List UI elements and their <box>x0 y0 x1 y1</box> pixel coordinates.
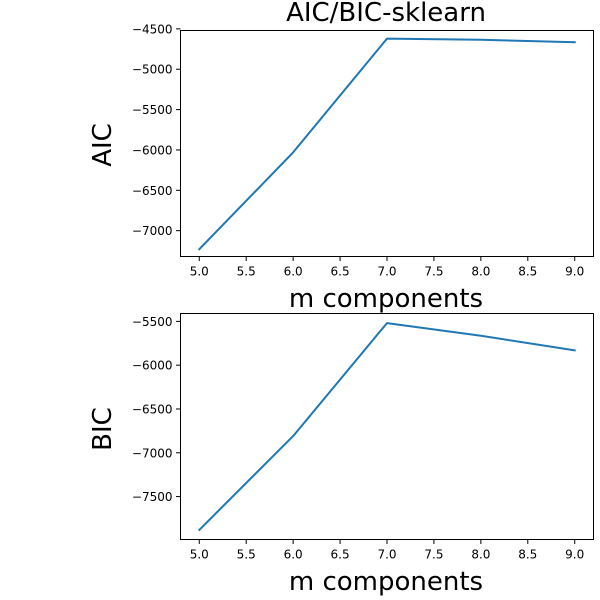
bic-x-ticks: 5.0 5.5 6.0 6.5 7.0 7.5 8.0 8.5 9.0 <box>190 539 584 562</box>
aic-x-axis-label: m components <box>289 284 483 314</box>
aic-x-tick-label: 7.5 <box>424 265 443 279</box>
aic-axes-frame <box>180 30 594 257</box>
bic-y-tick-label: −7500 <box>132 490 173 504</box>
aic-x-tick-label: 7.0 <box>377 265 396 279</box>
bic-y-tick-label: −7000 <box>132 446 173 460</box>
aic-y-tick-label: −4500 <box>132 22 173 36</box>
bic-x-tick-label: 9.0 <box>565 548 584 562</box>
bic-y-tick-label: −5500 <box>132 315 173 329</box>
aic-x-tick-label: 6.5 <box>331 265 350 279</box>
bic-x-tick-label: 6.5 <box>331 548 350 562</box>
bic-y-tick-label: −6500 <box>132 402 173 416</box>
aic-x-tick-label: 6.0 <box>284 265 303 279</box>
bic-x-tick-label: 7.5 <box>424 548 443 562</box>
bic-y-tick-label: −6000 <box>132 359 173 373</box>
bic-x-tick-label: 6.0 <box>284 548 303 562</box>
aic-y-tick-label: −5000 <box>132 63 173 77</box>
bic-y-axis-label: BIC <box>88 407 118 451</box>
bic-x-tick-label: 8.5 <box>518 548 537 562</box>
bic-series-line <box>197 322 576 532</box>
aic-series-line <box>197 37 576 251</box>
aic-x-tick-label: 5.5 <box>237 265 256 279</box>
aic-y-tick-label: −6000 <box>132 143 173 157</box>
aic-x-tick-label: 9.0 <box>565 265 584 279</box>
bic-axes-frame <box>180 313 594 540</box>
aic-y-axis-label: AIC <box>88 123 118 167</box>
aic-x-tick-label: 8.5 <box>518 265 537 279</box>
aic-y-ticks: −7000 −6500 −6000 −5500 −5000 −4500 <box>132 22 181 238</box>
bic-subplot: BIC m components 5.0 5.5 6.0 6.5 7.0 7.5 8.0 8.… <box>88 313 594 597</box>
aic-x-ticks: 5.0 5.5 6.0 6.5 7.0 7.5 8.0 8.5 9.0 <box>190 256 584 279</box>
bic-x-tick-label: 8.0 <box>471 548 490 562</box>
bic-x-axis-label: m components <box>289 567 483 597</box>
aic-y-tick-label: −7000 <box>132 224 173 238</box>
aic-plot-area <box>197 37 576 251</box>
aic-subplot: AIC/BIC-sklearn AIC m components 5.0 5.5 6… <box>88 0 594 314</box>
aic-y-tick-label: −6500 <box>132 184 173 198</box>
bic-x-tick-label: 5.5 <box>237 548 256 562</box>
aic-y-tick-label: −5500 <box>132 103 173 117</box>
aic-x-tick-label: 5.0 <box>190 265 209 279</box>
aic-x-tick-label: 8.0 <box>471 265 490 279</box>
bic-y-ticks: −7500 −7000 −6500 −6000 −5500 <box>132 315 181 504</box>
bic-plot-area <box>197 322 576 532</box>
chart-title: AIC/BIC-sklearn <box>286 0 486 28</box>
bic-x-tick-label: 5.0 <box>190 548 209 562</box>
bic-x-tick-label: 7.0 <box>377 548 396 562</box>
